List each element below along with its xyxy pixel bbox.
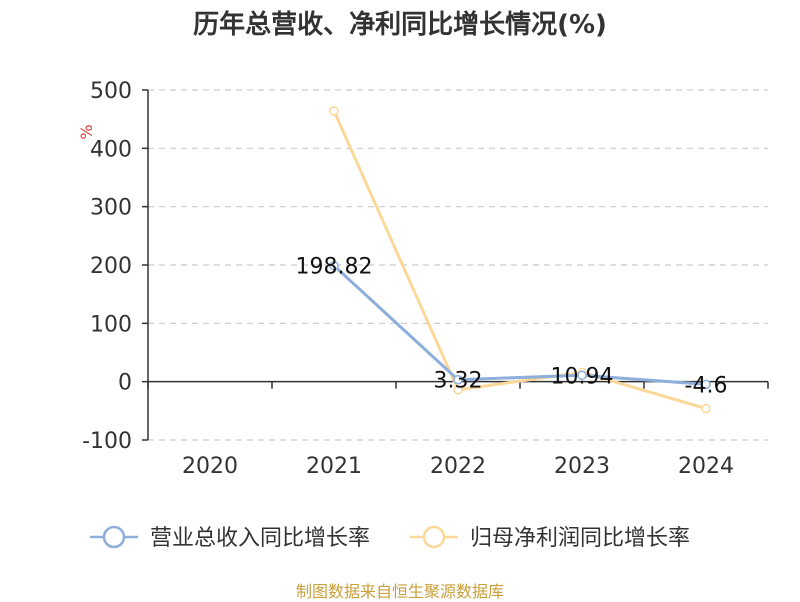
x-tick-label: 2021	[306, 454, 362, 479]
y-tick-labels: -100 0 100 200 300 400 500	[82, 79, 132, 454]
legend-marker	[422, 525, 446, 549]
data-label: 3.32	[434, 369, 483, 394]
series-lines	[329, 106, 711, 414]
series-line	[332, 110, 707, 410]
chart-title: 历年总营收、净利同比增长情况(%)	[193, 10, 607, 40]
x-tick-label: 2022	[430, 454, 486, 479]
data-point	[329, 260, 339, 271]
legend-label: 营业总收入同比增长率	[150, 526, 370, 551]
data-label: -4.6	[685, 373, 728, 398]
data-point	[453, 385, 463, 395]
data-label: 198.82	[296, 255, 373, 280]
legend-marker	[102, 525, 126, 549]
x-tick-label: 2023	[554, 454, 610, 479]
y-tick-label: 200	[90, 254, 132, 279]
grid-lines	[148, 89, 768, 441]
x-tick-labels: 2020 2021 2022 2023 2024	[182, 454, 734, 479]
legend: 营业总收入同比增长率 归母净利润同比增长率	[90, 525, 690, 551]
data-point	[701, 403, 711, 414]
data-point	[329, 106, 339, 116]
data-label: 10.94	[551, 364, 614, 389]
data-point	[453, 374, 463, 385]
y-tick-label: 100	[90, 312, 132, 337]
data-point	[577, 370, 587, 381]
series-line	[332, 264, 707, 386]
y-tick-label: -100	[82, 429, 132, 454]
x-tick-label: 2020	[182, 454, 238, 479]
y-tick-label: 400	[90, 137, 132, 162]
y-axis-unit: %	[77, 124, 96, 139]
legend-label: 归母净利润同比增长率	[470, 526, 690, 551]
y-tick-label: 300	[90, 196, 132, 221]
data-source-note: 制图数据来自恒生聚源数据库	[295, 582, 504, 601]
y-tick-label: 0	[118, 371, 132, 396]
data-labels: 198.82 3.32 10.94 -4.6	[296, 255, 728, 399]
y-tick-label: 500	[90, 79, 132, 104]
x-tick-label: 2024	[678, 454, 734, 479]
data-point	[701, 379, 711, 390]
